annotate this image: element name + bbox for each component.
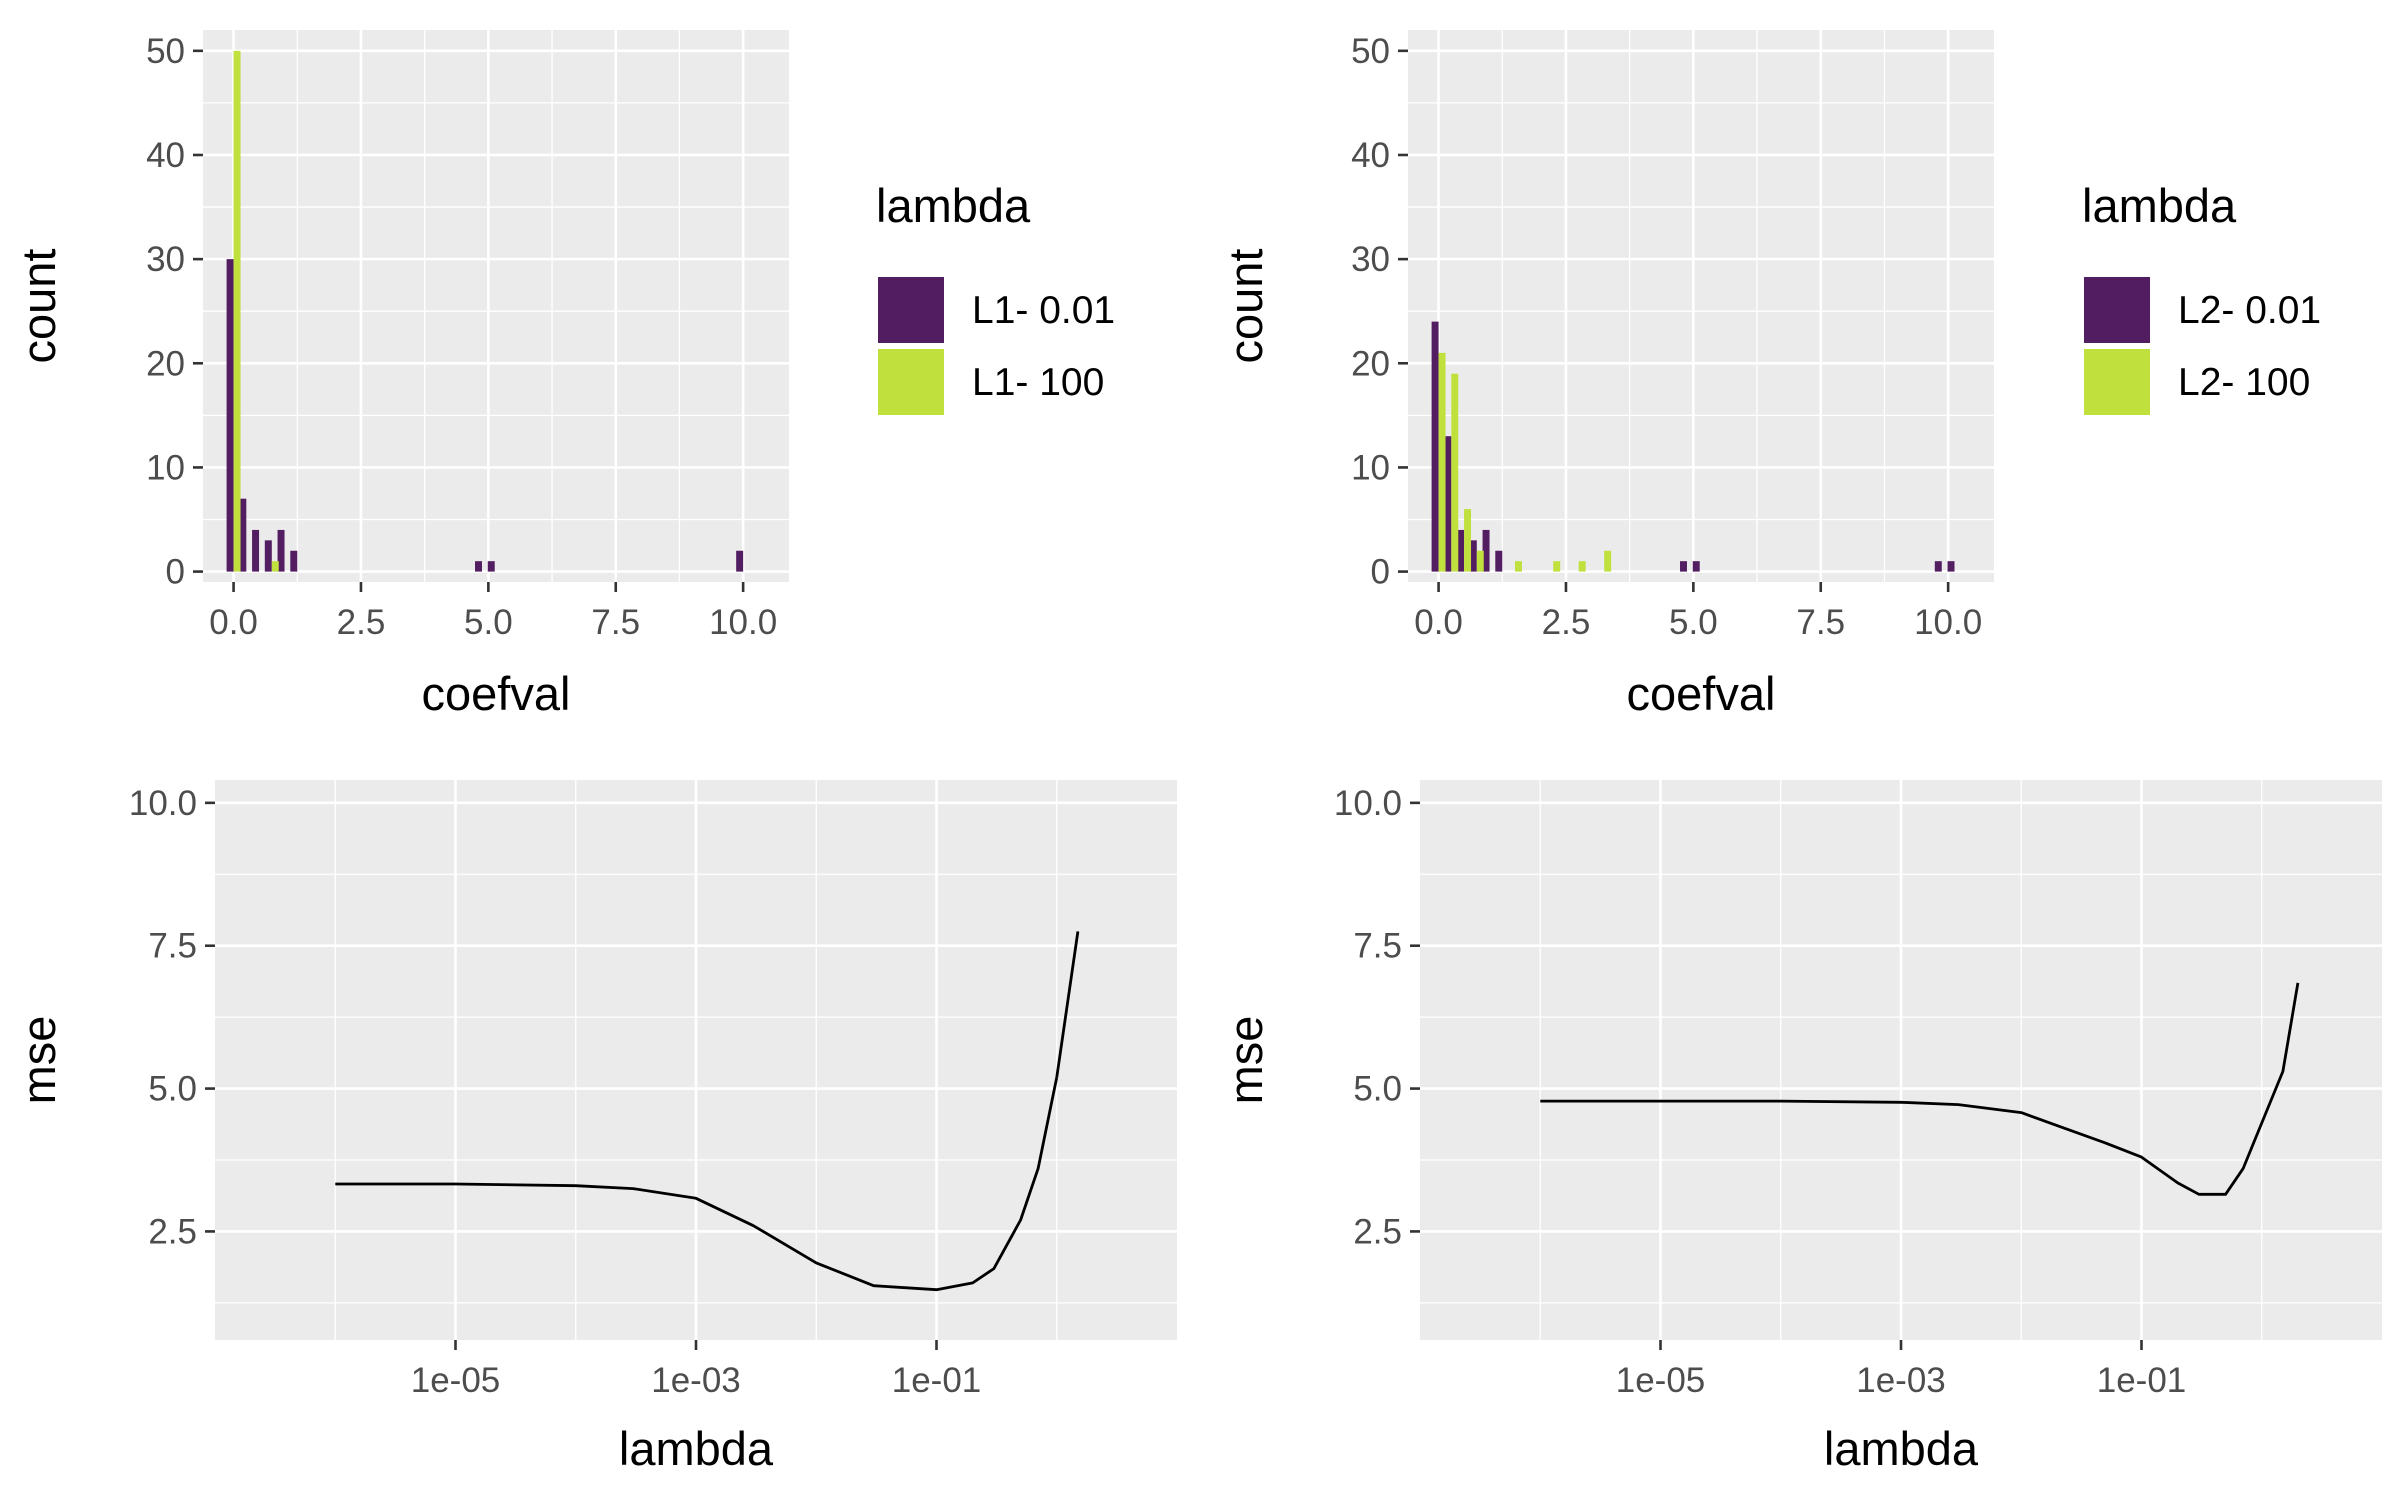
x-tick-label: 0.0 xyxy=(1414,603,1463,642)
y-tick-label: 2.5 xyxy=(1353,1212,1402,1251)
x-tick-label: 1e-01 xyxy=(892,1361,982,1400)
y-axis-title: count xyxy=(12,249,65,364)
x-tick-label: 1e-03 xyxy=(1856,1361,1946,1400)
chart-panel-1: 0.0 2.5 5.0 7.5 10.0 0 10 20 30 40 50 coefval count l… xyxy=(12,30,1115,720)
legend-key-2 xyxy=(878,349,944,415)
y-tick-label: 30 xyxy=(1351,240,1390,279)
x-tick-label: 10.0 xyxy=(709,603,777,642)
bar-1-3 xyxy=(252,529,260,572)
y-tick-label: 7.5 xyxy=(1353,927,1402,966)
bar-1-10 xyxy=(1947,561,1955,572)
y-tick-label: 10.0 xyxy=(1334,784,1402,823)
x-tick-label: 2.5 xyxy=(337,603,386,642)
chart-panel-3: 1e-05 1e-03 1e-01 2.5 5.0 7.5 10.0 lambda mse xyxy=(12,780,1177,1475)
y-tick-label: 40 xyxy=(146,136,185,175)
legend-title: lambda xyxy=(876,179,1031,232)
bar-2-8 xyxy=(1604,550,1612,572)
bar-1-3 xyxy=(1457,529,1465,572)
legend-label-2: L2- 100 xyxy=(2178,361,2310,404)
x-tick-label: 1e-03 xyxy=(651,1361,741,1400)
legend-key-1 xyxy=(2084,277,2150,343)
bar-1-8 xyxy=(1692,561,1700,572)
bar-2-7 xyxy=(1578,561,1586,572)
bar-1-7 xyxy=(475,561,482,572)
plot-background xyxy=(203,30,789,582)
x-axis-title: lambda xyxy=(1824,1422,1979,1475)
y-tick-label: 50 xyxy=(146,32,185,71)
bar-1-9 xyxy=(1934,561,1942,572)
y-axis-title: mse xyxy=(12,1016,65,1105)
bar-1-8 xyxy=(487,561,495,572)
y-tick-label: 20 xyxy=(1351,344,1390,383)
bar-1-9 xyxy=(736,550,744,572)
legend-label-2: L1- 100 xyxy=(972,361,1104,404)
bar-2-1 xyxy=(233,50,241,572)
bar-1-1 xyxy=(226,259,234,572)
y-tick-label: 7.5 xyxy=(148,927,197,966)
y-tick-label: 40 xyxy=(1351,136,1390,175)
bar-1-6 xyxy=(1495,550,1503,572)
x-tick-label: 1e-05 xyxy=(1616,1361,1706,1400)
bar-1-6 xyxy=(290,550,298,572)
bar-2-2 xyxy=(1451,373,1459,572)
legend: lambda L1- 0.01 L1- 100 xyxy=(876,179,1115,415)
chart-panel-4: 1e-05 1e-03 1e-01 2.5 5.0 7.5 10.0 lambda mse xyxy=(1219,780,2382,1475)
bar-2-2 xyxy=(271,561,279,572)
x-tick-label: 5.0 xyxy=(1669,603,1718,642)
x-tick-label: 10.0 xyxy=(1914,603,1982,642)
y-tick-label: 0 xyxy=(1371,553,1390,592)
y-tick-label: 30 xyxy=(146,240,185,279)
bar-1-4 xyxy=(264,540,272,572)
legend-key-1 xyxy=(878,277,944,343)
bar-1-5 xyxy=(1482,529,1490,572)
y-tick-label: 0 xyxy=(166,553,185,592)
y-tick-label: 2.5 xyxy=(148,1212,197,1251)
bar-1-5 xyxy=(277,529,285,572)
bar-1-2 xyxy=(1444,436,1452,572)
x-axis-title: coefval xyxy=(422,667,571,720)
x-tick-label: 7.5 xyxy=(591,603,640,642)
y-tick-label: 5.0 xyxy=(148,1070,197,1109)
x-tick-label: 1e-05 xyxy=(411,1361,501,1400)
plot-background xyxy=(1408,30,1994,582)
y-tick-label: 50 xyxy=(1351,32,1390,71)
x-tick-label: 2.5 xyxy=(1542,603,1591,642)
bar-1-2 xyxy=(239,498,247,572)
chart-panel-2: 0.0 2.5 5.0 7.5 10.0 0 10 20 30 40 50 coefval count l… xyxy=(1219,30,2321,720)
series-line-1 xyxy=(1540,982,2300,1196)
bar-2-6 xyxy=(1553,561,1561,572)
bar-2-5 xyxy=(1515,561,1522,572)
y-axis-title: count xyxy=(1219,249,1272,364)
legend-key-2 xyxy=(2084,349,2150,415)
y-tick-label: 10 xyxy=(146,448,185,487)
bar-1-1 xyxy=(1431,321,1439,572)
bar-1-7 xyxy=(1680,561,1687,572)
y-tick-label: 20 xyxy=(146,344,185,383)
bar-2-4 xyxy=(1476,550,1484,572)
x-tick-label: 7.5 xyxy=(1796,603,1845,642)
y-tick-label: 10 xyxy=(1351,448,1390,487)
series-line-1 xyxy=(335,1076,1059,1292)
y-tick-label: 5.0 xyxy=(1353,1070,1402,1109)
x-tick-label: 5.0 xyxy=(464,603,513,642)
series-line-2 xyxy=(1055,931,1080,1078)
legend: lambda L2- 0.01 L2- 100 xyxy=(2082,179,2321,415)
bar-2-3 xyxy=(1464,509,1472,572)
x-tick-label: 0.0 xyxy=(209,603,258,642)
legend-title: lambda xyxy=(2082,179,2237,232)
x-tick-label: 1e-01 xyxy=(2097,1361,2187,1400)
bar-1-4 xyxy=(1469,540,1477,572)
legend-label-1: L1- 0.01 xyxy=(972,289,1115,332)
y-axis-title: mse xyxy=(1219,1016,1272,1105)
x-axis-title: coefval xyxy=(1627,667,1776,720)
bar-2-1 xyxy=(1438,352,1446,572)
y-tick-label: 10.0 xyxy=(129,784,197,823)
legend-label-1: L2- 0.01 xyxy=(2178,289,2321,332)
x-axis-title: lambda xyxy=(619,1422,774,1475)
